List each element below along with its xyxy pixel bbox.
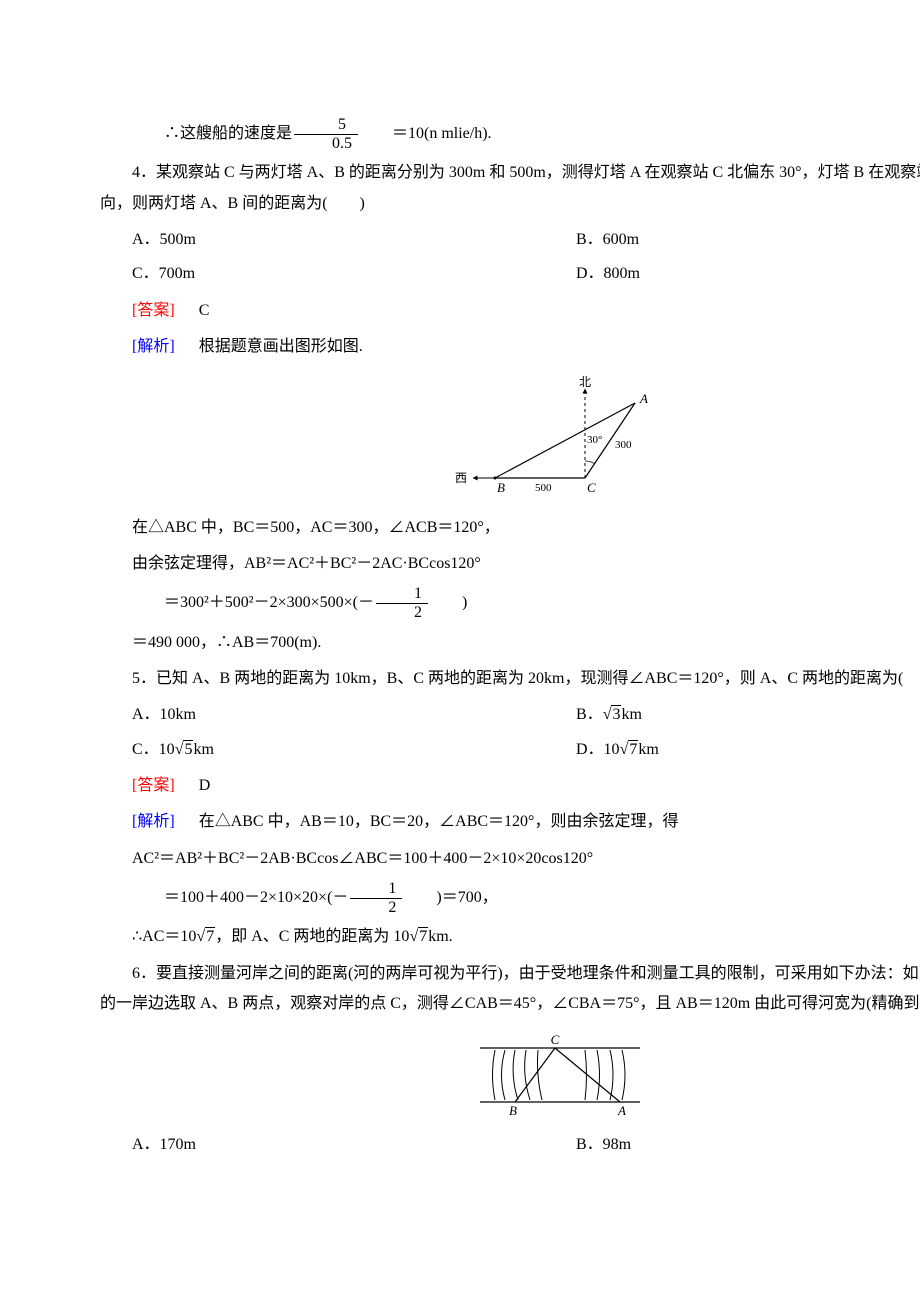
q6-C: C (551, 1032, 560, 1047)
q5-text: 5．已知 A、B 两地的距离为 10km，B、C 两地的距离为 20km，现测得… (100, 664, 920, 694)
q4-explain-text: 根据题意画出图形如图. (199, 338, 363, 355)
q4-opt-b: B．600m (576, 225, 920, 255)
q4-C: C (587, 480, 596, 495)
q5-line2-frac: 1 2 (350, 880, 402, 916)
q4-line2: 由余弦定理得，AB²＝AC²＋BC²－2AC·BCcos120° (100, 549, 920, 579)
q4-west-label: 西 (455, 471, 467, 485)
q6-B: B (509, 1103, 517, 1118)
q4-B: B (497, 480, 505, 495)
q4-options-row2: C．700m D．800m (132, 259, 920, 289)
q6-options-row1: A．170m B．98m (132, 1130, 920, 1160)
q4-opt-c: C．700m (132, 259, 576, 289)
answer-label: [答案] (132, 302, 175, 319)
q6-A: A (617, 1103, 626, 1118)
q4-A: A (639, 391, 648, 406)
explain-label: [解析] (132, 813, 175, 830)
q4-diagram: 北 西 30° 300 500 A B C (450, 373, 670, 503)
q6-diagram: C B A (460, 1030, 660, 1120)
q6-text: 6．要直接测量河岸之间的距离(河的两岸可视为平行)，由于受地理条件和测量工具的限… (100, 959, 920, 1020)
q4-len-ca: 300 (615, 439, 632, 451)
q5-explain-text: 在△ABC 中，AB＝10，BC＝20，∠ABC＝120°，则由余弦定理，得 (199, 813, 679, 830)
q5-answer-value: D (199, 777, 211, 794)
intro-eq: ＝10(n mlie/h). (360, 119, 492, 149)
q5-line2: ＝100＋400－2×10×20×(－ 1 2 )＝700， (100, 880, 920, 916)
q5-explain: [解析] 在△ABC 中，AB＝10，BC＝20，∠ABC＝120°，则由余弦定… (100, 807, 920, 837)
q4-line3-frac: 1 2 (376, 585, 428, 621)
answer-label: [答案] (132, 777, 175, 794)
intro-prefix: ∴这艘船的速度是 (132, 119, 292, 149)
q5-answer: [答案] D (100, 771, 920, 801)
q4-answer: [答案] C (100, 296, 920, 326)
q4-text: 4．某观察站 C 与两灯塔 A、B 的距离分别为 300m 和 500m，测得灯… (100, 158, 920, 219)
q5-opt-a: A．10km (132, 700, 576, 730)
q4-len-bc: 500 (535, 482, 552, 494)
q5-line1: AC²＝AB²＋BC²－2AB·BCcos∠ABC＝100＋400－2×10×2… (100, 844, 920, 874)
q5-opt-d: D．10√7km (576, 735, 920, 765)
q4-angle-label: 30° (587, 434, 602, 446)
intro-line: ∴这艘船的速度是 5 0.5 ＝10(n mlie/h). (100, 116, 920, 152)
q5-options-row1: A．10km B．√3km (132, 700, 920, 730)
q5-opt-b: B．√3km (576, 700, 920, 730)
q5-options-row2: C．10√5km D．10√7km (132, 735, 920, 765)
q4-line1: 在△ABC 中，BC＝500，AC＝300，∠ACB＝120°， (100, 513, 920, 543)
q4-line4: ＝490 000，∴AB＝700(m). (100, 628, 920, 658)
q5-line3: ∴AC＝10√7，即 A、C 两地的距离为 10√7km. (100, 922, 920, 952)
q4-opt-a: A．500m (132, 225, 576, 255)
q4-explain: [解析] 根据题意画出图形如图. (100, 332, 920, 362)
q5-opt-c: C．10√5km (132, 735, 576, 765)
q6-opt-a: A．170m (132, 1130, 576, 1160)
q6-opt-b: B．98m (576, 1130, 920, 1160)
explain-label: [解析] (132, 338, 175, 355)
q4-options-row1: A．500m B．600m (132, 225, 920, 255)
q4-line3: ＝300²＋500²－2×300×500×(－ 1 2 ) (100, 585, 920, 621)
q4-opt-d: D．800m (576, 259, 920, 289)
q4-north-label: 北 (579, 375, 591, 389)
intro-fraction: 5 0.5 (294, 116, 358, 152)
q4-answer-value: C (199, 302, 210, 319)
